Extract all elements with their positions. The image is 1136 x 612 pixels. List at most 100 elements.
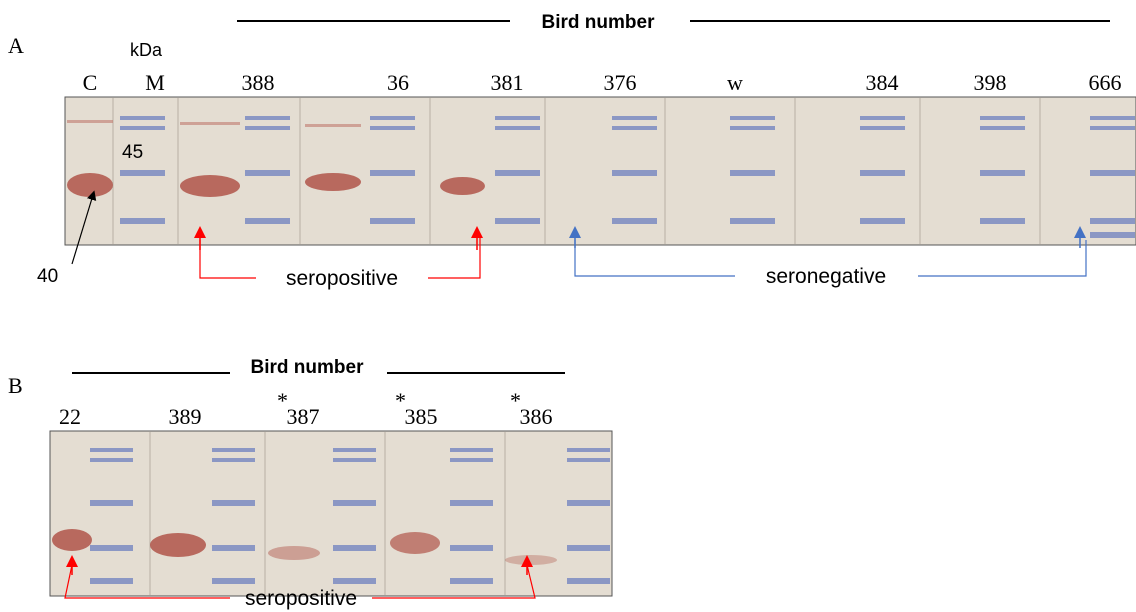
blot: [65, 97, 1136, 245]
ladder-band: [450, 448, 493, 452]
ladder-band: [567, 578, 610, 584]
ladder-band: [730, 170, 775, 176]
lane-label: 384: [866, 70, 899, 95]
ladder-band: [90, 448, 133, 452]
ladder-band: [333, 458, 376, 462]
ladder-band: [212, 578, 255, 584]
ladder-band: [612, 218, 657, 224]
ladder-band: [612, 126, 657, 130]
annotation: seropositive: [286, 267, 398, 290]
header: Bird number: [251, 357, 365, 378]
annotation: seropositive: [245, 587, 357, 610]
ladder-band: [980, 218, 1025, 224]
ladder-band: [90, 500, 133, 506]
ladder-band: [1090, 232, 1135, 238]
sample-band: [305, 173, 361, 191]
ladder-band: [567, 545, 610, 551]
star: *: [277, 388, 288, 413]
ladder-band: [980, 170, 1025, 176]
ladder-band: [730, 218, 775, 224]
blot-background: [65, 97, 1136, 245]
ladder-band: [370, 126, 415, 130]
lane-label: 376: [604, 70, 637, 95]
lane-label: 381: [491, 70, 524, 95]
sample-band: [180, 175, 240, 197]
ladder-band: [450, 545, 493, 551]
panel-label: B: [8, 373, 23, 398]
lane-label: 398: [974, 70, 1007, 95]
ladder-band: [860, 126, 905, 130]
lane-label: C: [83, 70, 98, 95]
ladder-band: [495, 126, 540, 130]
ladder-band: [245, 218, 290, 224]
ladder-band: [212, 500, 255, 506]
ladder-band: [120, 170, 165, 176]
ladder-band: [120, 116, 165, 120]
lane-label: 387: [287, 404, 320, 429]
sample-band: [390, 532, 440, 554]
ladder-band: [730, 116, 775, 120]
ladder-band: [333, 545, 376, 551]
ladder-band: [1090, 170, 1135, 176]
sample-band: [440, 177, 485, 195]
lane-label: w: [727, 70, 743, 95]
ladder-band: [495, 116, 540, 120]
ladder-band: [245, 116, 290, 120]
ladder-band: [567, 458, 610, 462]
ladder-band: [212, 458, 255, 462]
lane-label: 389: [169, 404, 202, 429]
page: A Bird number kDa 45 40 seropositive ser…: [0, 0, 1136, 612]
lane-label: M: [145, 70, 165, 95]
ladder-band: [333, 578, 376, 584]
ladder-band: [567, 500, 610, 506]
marker-label: 45: [122, 142, 143, 163]
star: *: [510, 388, 521, 413]
ladder-band: [1090, 218, 1135, 224]
ladder-band: [90, 458, 133, 462]
ladder-band: [612, 170, 657, 176]
lane-label: 36: [387, 70, 409, 95]
lane-label: 666: [1089, 70, 1122, 95]
ladder-band: [567, 448, 610, 452]
annotation: seronegative: [766, 265, 886, 288]
figure: A Bird number kDa 45 40 seropositive ser…: [0, 0, 1136, 612]
bracket: [200, 240, 256, 278]
lane-label: 388: [242, 70, 275, 95]
ladder-band: [495, 170, 540, 176]
ladder-band: [860, 116, 905, 120]
ladder-band: [212, 448, 255, 452]
faint-band: [180, 122, 240, 125]
ladder-band: [1090, 126, 1135, 130]
ladder-band: [333, 448, 376, 452]
ladder-band: [980, 126, 1025, 130]
star: *: [395, 388, 406, 413]
sample-band: [268, 546, 320, 560]
ladder-band: [90, 545, 133, 551]
unit-label: kDa: [130, 40, 163, 60]
ladder-band: [450, 458, 493, 462]
marker-label: 40: [37, 266, 58, 287]
header: Bird number: [542, 12, 656, 33]
ladder-band: [860, 170, 905, 176]
ladder-band: [370, 170, 415, 176]
sample-band: [505, 555, 557, 565]
ladder-band: [612, 116, 657, 120]
ladder-band: [860, 218, 905, 224]
ladder-band: [1090, 116, 1135, 120]
ladder-band: [450, 578, 493, 584]
lane-label: 22: [59, 404, 81, 429]
ladder-band: [370, 218, 415, 224]
ladder-band: [245, 126, 290, 130]
panel-label: A: [8, 33, 24, 58]
faint-band: [305, 124, 361, 127]
sample-band: [150, 533, 206, 557]
ladder-band: [120, 218, 165, 224]
ladder-band: [245, 170, 290, 176]
ladder-band: [495, 218, 540, 224]
ladder-band: [333, 500, 376, 506]
ladder-band: [120, 126, 165, 130]
ladder-band: [730, 126, 775, 130]
ladder-band: [450, 500, 493, 506]
ladder-band: [212, 545, 255, 551]
lane-label: 386: [520, 404, 553, 429]
